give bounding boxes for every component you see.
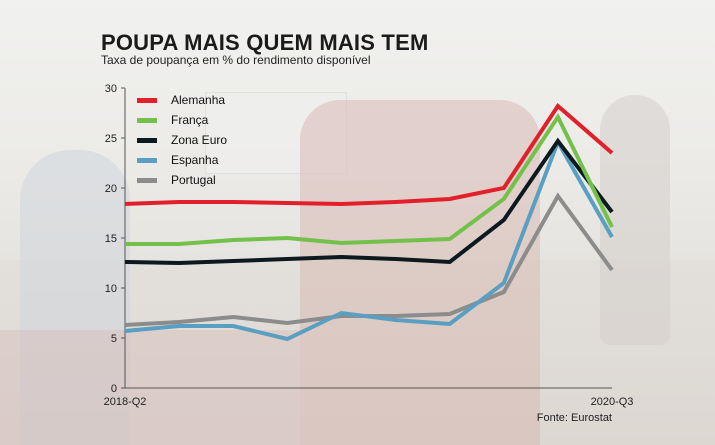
legend-item: Alemanha [137,90,227,110]
legend-label: Zona Euro [171,133,228,147]
legend-swatch [137,117,157,123]
x-tick-label: 2018-Q2 [104,396,147,408]
chart-legend: Alemanha França Zona Euro Espanha Portugal [137,90,227,190]
y-tick-label: 25 [105,133,117,145]
background-walker [600,95,670,345]
legend-item: Zona Euro [137,130,227,150]
y-tick-label: 20 [105,183,117,195]
legend-swatch [137,177,157,183]
series-line-alemanha [124,102,614,207]
legend-swatch [137,97,157,103]
source-note: Fonte: Eurostat [536,412,612,424]
y-tick-label: 5 [111,333,117,345]
x-tick-label: 2020-Q3 [591,396,634,408]
legend-swatch [137,137,157,143]
legend-item: Espanha [137,150,227,170]
legend-swatch [137,157,157,163]
chart-title: POUPA MAIS QUEM MAIS TEM [101,30,429,55]
background-person [20,150,130,445]
y-tick-label: 30 [105,83,117,95]
series-line-zona-euro [124,137,614,266]
legend-item: Portugal [137,170,227,190]
y-tick-label: 0 [111,383,117,395]
legend-label: Espanha [171,153,219,167]
legend-label: Alemanha [171,93,226,107]
legend-label: França [171,113,209,127]
series-line-espanha [124,137,614,342]
series-line-frança [125,112,614,246]
legend-label: Portugal [171,173,216,187]
y-tick-label: 15 [105,233,117,245]
y-tick-label: 10 [105,283,117,295]
chart-subtitle: Taxa de poupança em % do rendimento disp… [101,53,371,67]
legend-item: França [137,110,227,130]
